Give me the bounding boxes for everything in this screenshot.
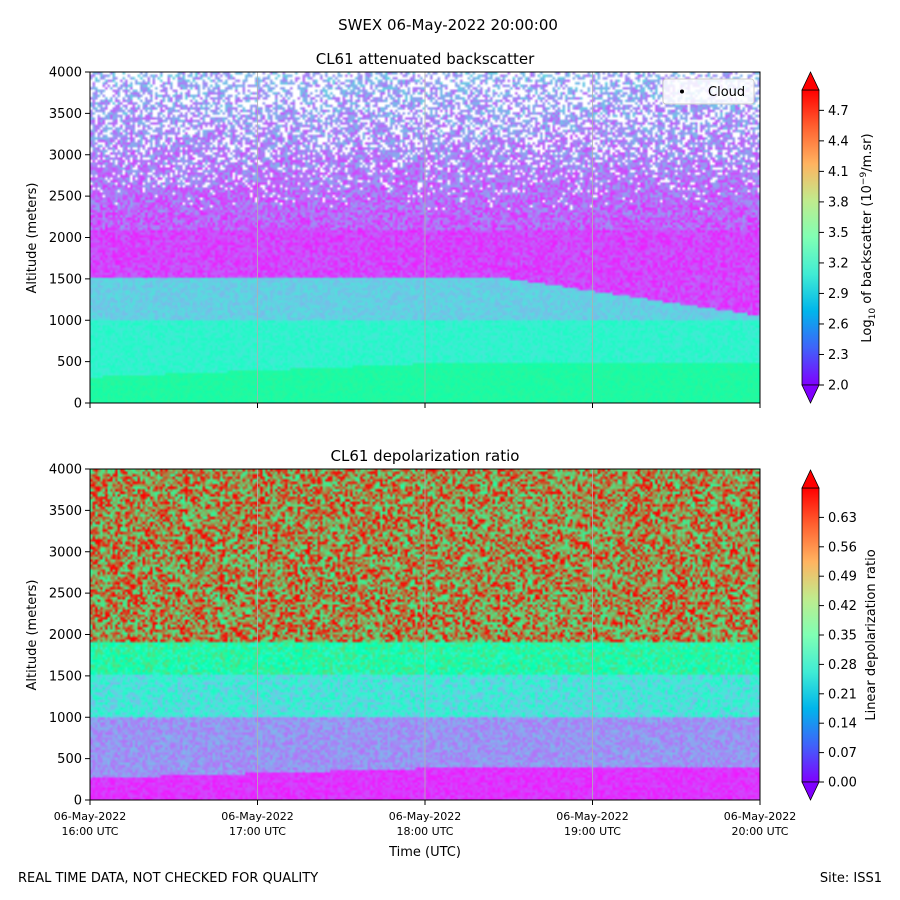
y-tick-label: 2000	[49, 628, 82, 643]
y-tick-label: 1500	[49, 272, 82, 287]
colorbar-tick-label: 2.9	[828, 287, 849, 302]
colorbar-extend-max-depolarization	[801, 469, 820, 489]
y-tick-label: 0	[74, 794, 82, 809]
y-tick-label: 1000	[49, 314, 82, 329]
colorbar-tick-label: 0.49	[828, 570, 857, 585]
colorbar-tick-label: 4.4	[828, 134, 849, 149]
chart-title-backscatter: CL61 attenuated backscatter	[316, 50, 535, 68]
cb-label-part: Log	[860, 319, 875, 342]
y-tick-label: 3000	[49, 545, 82, 560]
y-tick-label: 4000	[49, 66, 82, 81]
colorbar-tick-label: 3.2	[828, 256, 849, 271]
y-tick-label: 3500	[49, 504, 82, 519]
colorbar-body-depolarization	[801, 487, 820, 783]
y-tick-label: 1500	[49, 669, 82, 684]
y-tick-label: 3000	[49, 148, 82, 163]
colorbar-tick-label: 4.7	[828, 104, 849, 119]
colorbar-extend-min-backscatter	[801, 384, 820, 404]
colorbar-label-depolarization: Linear depolarization ratio	[864, 549, 879, 720]
x-tick-label: 06-May-2022	[221, 810, 293, 823]
y-tick-label: 0	[74, 397, 82, 412]
colorbar-tick-label: 2.6	[828, 317, 849, 332]
y-tick-label: 3500	[49, 107, 82, 122]
x-tick-label: 17:00 UTC	[229, 825, 286, 838]
footer-site: Site: ISS1	[820, 871, 882, 886]
colorbar-tick-label: 3.8	[828, 195, 849, 210]
legend-box	[662, 78, 755, 105]
legend: Cloud	[662, 78, 755, 105]
x-axis-depolarization: 06-May-2022 16:00 UTC 06-May-2022 17:00 UTC…	[54, 800, 796, 838]
colorbar-body-backscatter	[801, 89, 820, 386]
y-tick-label: 500	[57, 752, 82, 767]
y-axis-label-depolarization: Altitude (meters)	[25, 580, 40, 691]
y-tick-label: 4000	[49, 463, 82, 478]
y-tick-label: 2500	[49, 587, 82, 602]
cb-label-part: /m.sr)	[860, 133, 875, 171]
x-axis-backscatter	[89, 403, 761, 408]
colorbar-tick-label: 0.14	[828, 717, 857, 732]
legend-entry-cloud: Cloud	[708, 85, 745, 100]
colorbar-ticks-depolarization: 0.00 0.07 0.14 0.21 0.28 0.35 0.42 0.49 0.56 0.63	[819, 511, 857, 791]
footer-quality-note: REAL TIME DATA, NOT CHECKED FOR QUALITY	[18, 871, 318, 886]
x-tick-label: 18:00 UTC	[396, 825, 453, 838]
x-tick-label: 06-May-2022	[556, 810, 628, 823]
y-tick-label: 2000	[49, 231, 82, 246]
y-tick-label: 1000	[49, 711, 82, 726]
chart-title-depolarization: CL61 depolarization ratio	[331, 447, 520, 465]
colorbar-tick-label: 0.56	[828, 540, 857, 555]
colorbar-tick-label: 3.5	[828, 226, 849, 241]
colorbar-tick-label: 2.3	[828, 348, 849, 363]
colorbar-ticks-backscatter: 2.0 2.3 2.6 2.9 3.2 3.5 3.8 4.1 4.4 4.7	[819, 104, 849, 394]
colorbar-tick-label: 0.00	[828, 776, 857, 791]
figure-suptitle: SWEX 06-May-2022 20:00:00	[338, 16, 558, 34]
colorbar-tick-label: 0.42	[828, 599, 857, 614]
colorbar-tick-label: 0.07	[828, 746, 857, 761]
colorbar-extend-min-depolarization	[801, 781, 820, 801]
colorbar-extend-max-backscatter	[801, 71, 820, 91]
cb-label-part: of backscatter (10	[860, 185, 875, 308]
colorbar-depolarization: 0.00 0.07 0.14 0.21 0.28 0.35 0.42 0.49 0.56 0.63…	[801, 469, 879, 801]
colorbar-tick-label: 0.21	[828, 687, 857, 702]
x-tick-label: 16:00 UTC	[61, 825, 118, 838]
legend-marker-cloud	[680, 89, 684, 94]
colorbar-tick-label: 0.28	[828, 658, 857, 673]
y-axis-depolarization: 0 500 1000 1500 2000 2500 3000 3500 4000	[49, 463, 90, 809]
colorbar-tick-label: 4.1	[828, 165, 849, 180]
colorbar-tick-label: 0.35	[828, 629, 857, 644]
cb-label-subscript: 10	[868, 308, 878, 320]
x-tick-label: 20:00 UTC	[731, 825, 788, 838]
x-axis-label: Time (UTC)	[388, 845, 461, 860]
x-tick-label: 19:00 UTC	[564, 825, 621, 838]
y-axis-backscatter: 0 500 1000 1500 2000 2500 3000 3500 4000	[49, 66, 90, 412]
x-tick-label: 06-May-2022	[389, 810, 461, 823]
cb-label-superscript: −9	[859, 172, 869, 186]
time-gridlines-backscatter	[257, 72, 593, 403]
panel-depolarization: CL61 depolarization ratio 0 500 1000 1500 20…	[25, 447, 879, 860]
colorbar-backscatter: 2.0 2.3 2.6 2.9 3.2 3.5 3.8 4.1 4.4 4.7 Log10 of …	[801, 71, 878, 404]
colorbar-tick-label: 2.0	[828, 379, 849, 394]
colorbar-label-backscatter: Log10 of backscatter (10−9/m.sr)	[859, 133, 878, 342]
y-tick-label: 2500	[49, 190, 82, 205]
time-gridlines-depolarization	[257, 469, 593, 800]
x-tick-label: 06-May-2022	[54, 810, 126, 823]
x-tick-label: 06-May-2022	[724, 810, 796, 823]
y-axis-label-backscatter: Altitude (meters)	[25, 183, 40, 294]
y-tick-label: 500	[57, 355, 82, 370]
colorbar-tick-label: 0.63	[828, 511, 857, 526]
panel-backscatter: CL61 attenuated backscatter 0 500 1000 1500…	[25, 50, 878, 412]
